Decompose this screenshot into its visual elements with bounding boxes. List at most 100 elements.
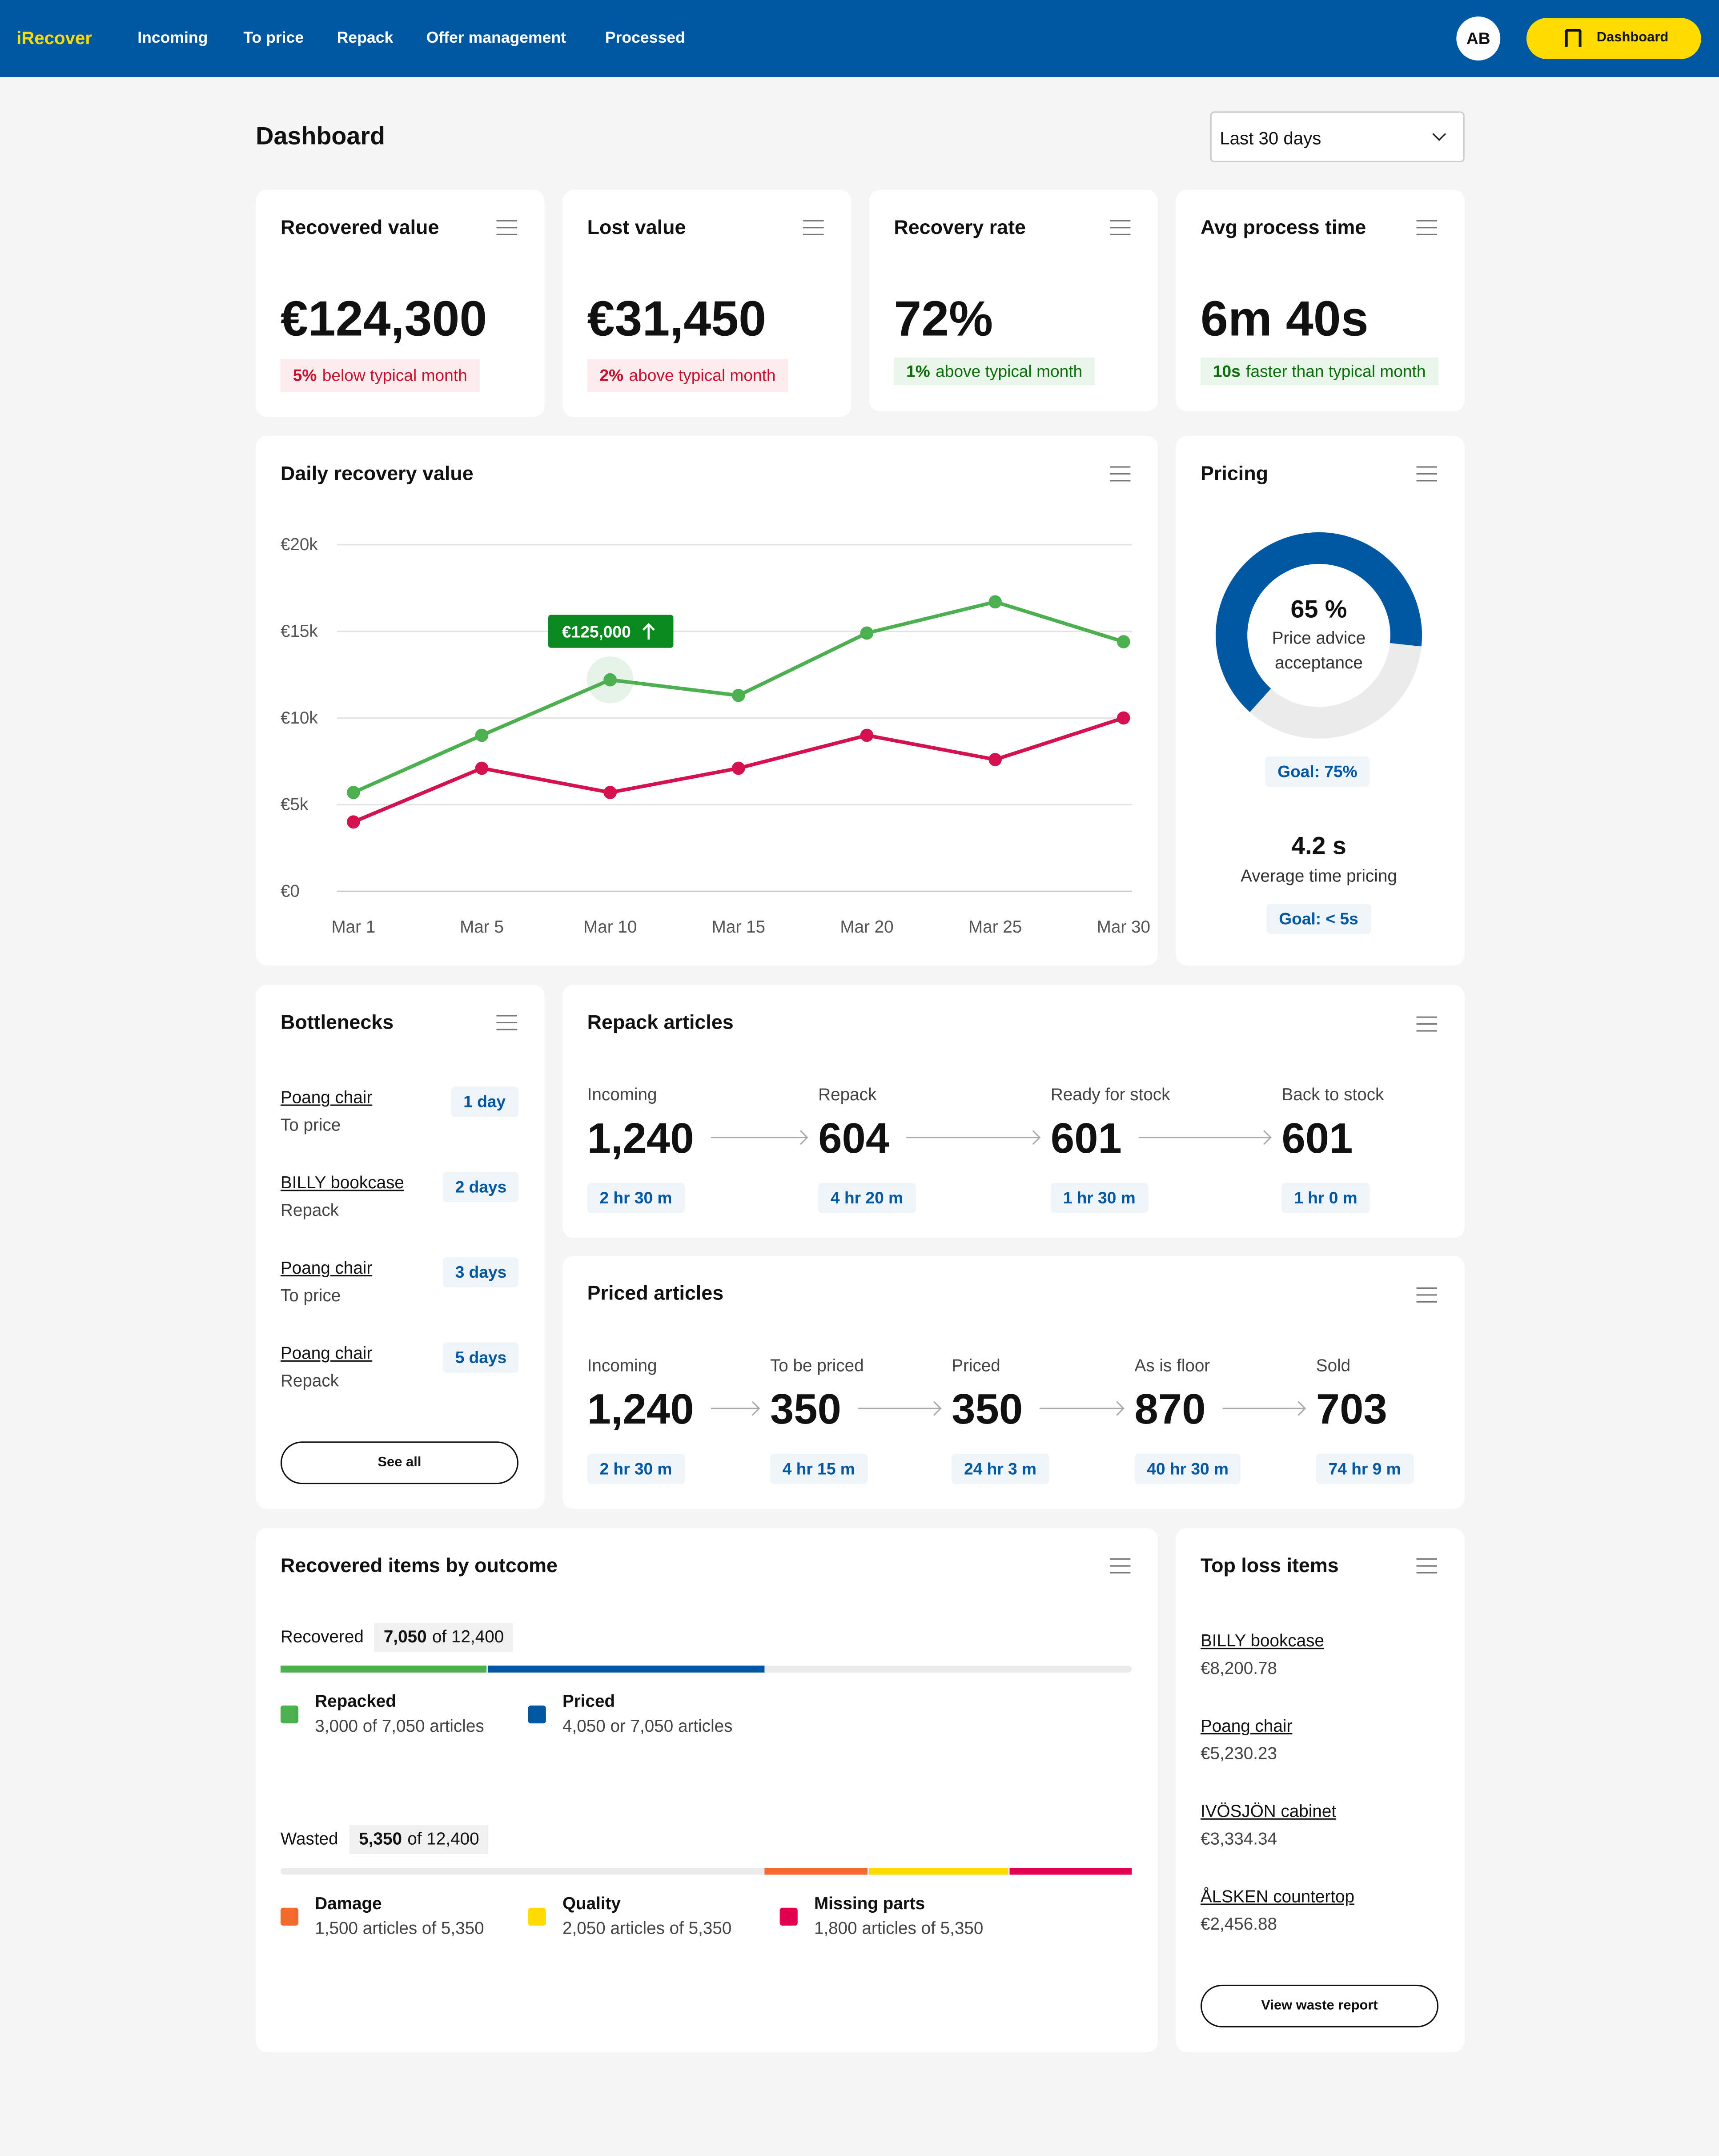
stage-time-chip: 40 hr 30 m <box>1134 1454 1241 1484</box>
menu-line <box>1416 1565 1437 1567</box>
item-link[interactable]: Poang chair <box>280 1258 373 1278</box>
avatar[interactable]: AB <box>1456 16 1501 61</box>
kpi-title: Avg process time <box>1201 217 1366 239</box>
donut-caption: Price advice acceptance <box>1272 628 1366 673</box>
menu-line <box>1109 233 1131 236</box>
menu-line <box>803 220 824 222</box>
legend-name: Missing parts <box>814 1894 925 1913</box>
legend-swatch <box>280 1705 299 1724</box>
legend-swatch <box>779 1907 798 1926</box>
menu-line <box>1416 1294 1437 1296</box>
item-link[interactable]: Poang chair <box>280 1343 373 1363</box>
stage-time-chip: 74 hr 9 m <box>1316 1454 1414 1484</box>
goal-chip: Goal: < 5s <box>1266 903 1371 934</box>
menu-button[interactable] <box>1416 1286 1437 1304</box>
group-count: 7,050 <box>383 1627 427 1647</box>
legend-detail: 1,500 articles of 5,350 <box>315 1919 484 1938</box>
item-value: €5,230.23 <box>1201 1744 1277 1763</box>
period-label: Last 30 days <box>1220 128 1321 149</box>
kpi-delta-value: 1% <box>906 362 930 381</box>
menu-button[interactable] <box>1416 465 1437 483</box>
item-link[interactable]: Poang chair <box>1201 1716 1293 1736</box>
menu-button[interactable] <box>1416 1015 1437 1033</box>
group-total: of 12,400 <box>432 1627 504 1647</box>
menu-line <box>803 233 824 236</box>
goal-chip: Goal: 75% <box>1265 756 1370 787</box>
stage-time-chip: 1 hr 30 m <box>1050 1183 1148 1213</box>
nav-link[interactable]: Repack <box>337 29 394 46</box>
menu-line <box>496 1029 517 1031</box>
stage-label: Ready for stock <box>1050 1085 1170 1105</box>
menu-button[interactable] <box>1416 1557 1437 1575</box>
nav-bar <box>0 0 1719 77</box>
group-count-chip: 7,050 of 12,400 <box>374 1623 514 1652</box>
menu-line <box>1416 1558 1437 1561</box>
group-label: Wasted <box>280 1829 338 1849</box>
menu-button[interactable] <box>1416 219 1437 237</box>
period-dropdown[interactable]: Last 30 days <box>1210 111 1465 162</box>
see-all-button[interactable]: See all <box>280 1441 518 1484</box>
menu-line <box>496 1022 517 1024</box>
menu-button[interactable] <box>496 219 517 237</box>
donut-value-label: 65 % <box>1290 596 1347 623</box>
kpi-value: 6m 40s <box>1201 290 1369 346</box>
menu-line <box>1416 1572 1437 1574</box>
nav-link[interactable]: Incoming <box>137 29 208 46</box>
menu-line <box>1416 220 1437 222</box>
item-link[interactable]: Poang chair <box>280 1088 373 1107</box>
menu-button[interactable] <box>496 1014 517 1031</box>
kpi-value: €124,300 <box>280 290 487 346</box>
stage-label: To be priced <box>770 1356 864 1376</box>
stage-count: 604 <box>818 1114 890 1162</box>
button-label: Dashboard <box>1596 30 1669 46</box>
menu-line <box>1416 480 1437 482</box>
item-stage: Repack <box>280 1200 339 1220</box>
stage-count: 1,240 <box>587 1384 694 1433</box>
top-loss-card <box>1176 1528 1465 2052</box>
dashboard-button[interactable]: Dashboard <box>1526 18 1701 59</box>
menu-button[interactable] <box>1109 1557 1131 1575</box>
stage-time-chip: 1 hr 0 m <box>1281 1183 1370 1213</box>
duration-chip: 1 day <box>451 1086 518 1117</box>
card-title: Recovered items by outcome <box>280 1555 558 1577</box>
kpi-title: Recovered value <box>280 217 439 239</box>
card-title: Repack articles <box>587 1011 734 1034</box>
stage-count: 703 <box>1316 1384 1387 1433</box>
menu-button[interactable] <box>803 219 824 237</box>
menu-button[interactable] <box>1109 465 1131 483</box>
item-value: €3,334.34 <box>1201 1829 1277 1849</box>
stage-count: 601 <box>1050 1114 1122 1162</box>
menu-line <box>803 227 824 229</box>
nav-link[interactable]: Offer management <box>426 29 566 46</box>
item-value: €8,200.78 <box>1201 1658 1277 1678</box>
duration-chip: 2 days <box>442 1172 519 1203</box>
item-link[interactable]: BILLY bookcase <box>280 1173 404 1193</box>
item-link[interactable]: IVÖSJÖN cabinet <box>1201 1802 1337 1821</box>
menu-line <box>1109 480 1131 482</box>
kpi-delta-note: above typical month <box>629 366 776 385</box>
kpi-value: 72% <box>894 290 993 346</box>
waste-report-button[interactable]: View waste report <box>1201 1984 1439 2027</box>
menu-line <box>1109 466 1131 468</box>
stage-time-chip: 4 hr 15 m <box>770 1454 868 1484</box>
menu-line <box>1109 1558 1131 1561</box>
menu-line <box>496 1015 517 1017</box>
nav-link[interactable]: Processed <box>605 29 685 46</box>
legend-swatch <box>528 1705 546 1724</box>
kpi-delta: 5% below typical month <box>280 359 480 392</box>
item-link[interactable]: ÅLSKEN countertop <box>1201 1886 1355 1907</box>
kpi-value: €31,450 <box>587 290 767 346</box>
item-link[interactable]: BILLY bookcase <box>1201 1631 1325 1650</box>
group-count-chip: 5,350 of 12,400 <box>349 1825 489 1854</box>
legend-name: Quality <box>562 1894 621 1913</box>
stage-count: 601 <box>1281 1114 1353 1162</box>
bottlenecks-card <box>256 985 545 1509</box>
nav-link[interactable]: To price <box>243 29 304 46</box>
card-title: Bottlenecks <box>280 1011 394 1034</box>
menu-button[interactable] <box>1109 219 1131 237</box>
menu-line <box>1416 473 1437 475</box>
menu-line <box>1416 227 1437 229</box>
legend-name: Damage <box>315 1894 382 1913</box>
